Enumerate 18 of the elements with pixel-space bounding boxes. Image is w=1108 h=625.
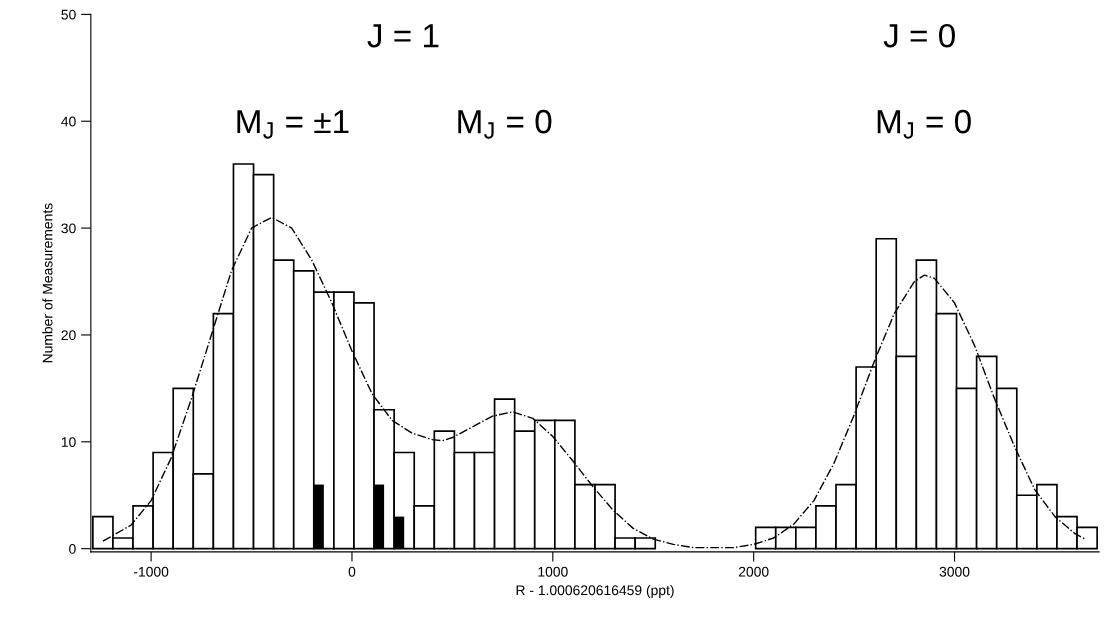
y-tick-label: 50 — [61, 9, 76, 20]
y-tick-label: 10 — [61, 437, 76, 447]
x-tick-label: 1000 — [538, 566, 568, 577]
x-tick-label: 2000 — [738, 566, 769, 577]
annotation: M$_{J}$ = 0 — [458, 109, 552, 139]
x-tick-label: 0 — [348, 566, 356, 577]
annotation: J = 1 — [367, 24, 439, 48]
annotation: J = 0 — [883, 23, 955, 48]
y-tick-label: 40 — [61, 116, 76, 127]
x-tick-label: -1000 — [133, 566, 169, 577]
x-axis-title: R - 1.000620616459 (ppt) — [516, 584, 674, 598]
y-tick-label: 20 — [61, 330, 76, 341]
y-tick-label: 30 — [61, 223, 76, 234]
annotation: M$_{J}$ = 0 — [877, 109, 971, 139]
y-tick-label: 0 — [69, 544, 76, 554]
y-axis-title: Number of Measurements — [42, 203, 53, 363]
annotation: M$_{J}$ = ±1 — [237, 110, 349, 139]
x-tick-label: 3000 — [939, 566, 970, 577]
